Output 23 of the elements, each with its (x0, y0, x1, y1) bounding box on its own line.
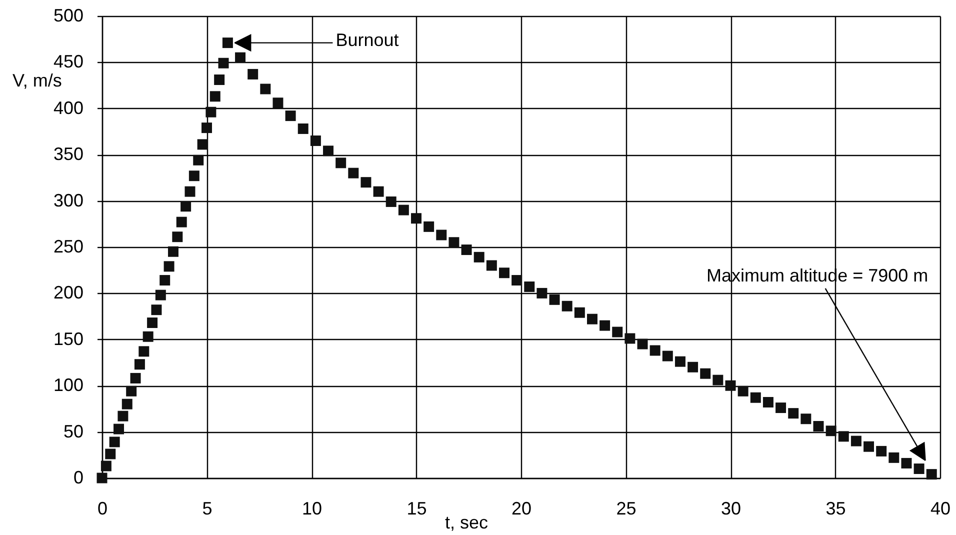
y-tick-label: 400 (53, 98, 84, 118)
y-tick-label: 100 (53, 375, 84, 396)
y-tick-label: 250 (53, 236, 84, 256)
y-tick-label: 200 (53, 282, 84, 303)
y-tick-label: 300 (53, 190, 84, 210)
x-tick-label: 0 (97, 498, 108, 518)
y-tick-label: 150 (53, 328, 84, 349)
y-tick-label: 500 (53, 6, 84, 26)
x-tick-label: 5 (202, 498, 212, 518)
y-tick-label: 450 (53, 52, 84, 72)
x-tick-label: 35 (826, 498, 846, 518)
y-tick-label: 0 (73, 468, 84, 488)
y-tick-label: 50 (63, 421, 84, 442)
x-tick-label: 15 (406, 498, 427, 518)
y-tick-label: 350 (53, 144, 84, 164)
x-axis-title: t, sec (444, 512, 488, 532)
x-tick-label: 25 (616, 498, 636, 518)
x-tick-label: 40 (930, 498, 951, 518)
x-tick-label: 10 (302, 498, 322, 518)
y-axis-title: V, m/s (12, 70, 62, 90)
x-tick-label: 30 (720, 498, 742, 518)
x-tick-label: 20 (511, 498, 532, 518)
annotation: Burnout (336, 30, 399, 50)
